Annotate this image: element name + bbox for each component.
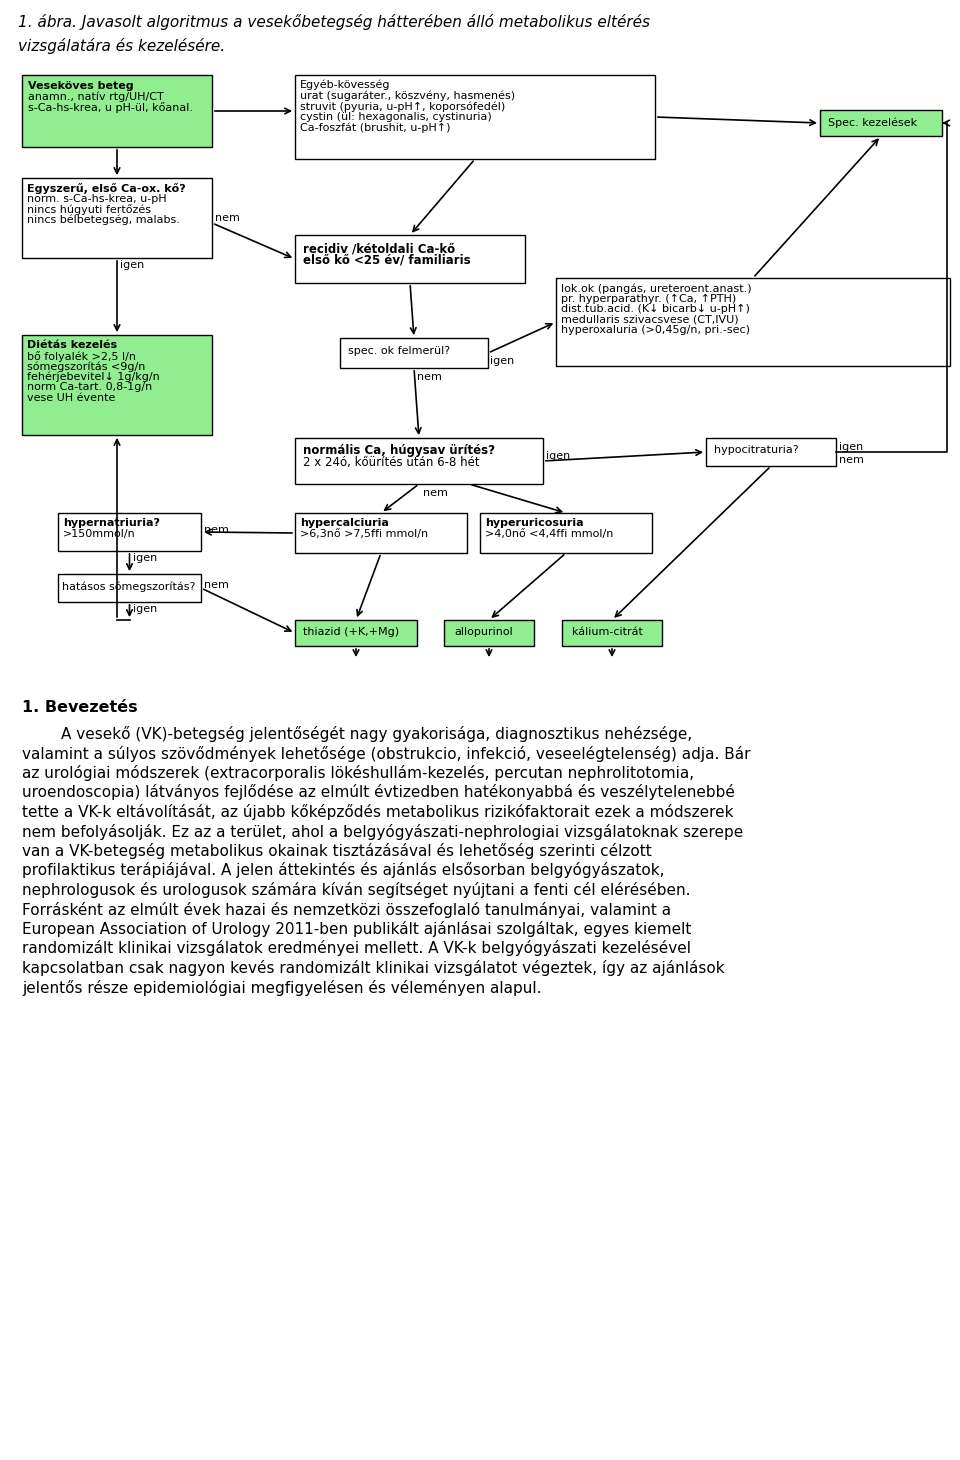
Text: lok.ok (pangás, ureteroent.anast.): lok.ok (pangás, ureteroent.anast.) — [561, 283, 752, 293]
Text: normális Ca, húgysav ürítés?: normális Ca, húgysav ürítés? — [303, 444, 495, 457]
FancyBboxPatch shape — [22, 178, 212, 258]
Text: igen: igen — [546, 451, 570, 461]
Text: norm. s-Ca-hs-krea, u-pH: norm. s-Ca-hs-krea, u-pH — [27, 194, 167, 203]
Text: A vesekő (VK)-betegség jelentőségét nagy gyakorisága, diagnosztikus nehézsége,: A vesekő (VK)-betegség jelentőségét nagy… — [22, 726, 692, 742]
Text: vizsgálatára és kezelésére.: vizsgálatára és kezelésére. — [18, 38, 226, 54]
Text: struvit (pyuria, u-pH↑, koporsófedél): struvit (pyuria, u-pH↑, koporsófedél) — [300, 101, 505, 111]
Text: urat (sugaráter., köszvény, hasmenés): urat (sugaráter., köszvény, hasmenés) — [300, 91, 516, 101]
Text: cystin (ül: hexagonalis, cystinuria): cystin (ül: hexagonalis, cystinuria) — [300, 111, 492, 121]
FancyBboxPatch shape — [562, 620, 662, 645]
Text: bő folyalék >2,5 l/n: bő folyalék >2,5 l/n — [27, 350, 136, 362]
Text: kálium-citrát: kálium-citrát — [572, 626, 643, 637]
Text: pr. hyperparathyr. (↑Ca, ↑PTH): pr. hyperparathyr. (↑Ca, ↑PTH) — [561, 293, 736, 304]
FancyBboxPatch shape — [480, 512, 652, 553]
FancyBboxPatch shape — [22, 74, 212, 147]
Text: uroendoscopia) látványos fejlődése az elmúlt évtizedben hatékonyabbá és veszélyt: uroendoscopia) látványos fejlődése az el… — [22, 784, 734, 800]
Text: Egyéb-kövesség: Egyéb-kövesség — [300, 80, 391, 91]
Text: első kő <25 év/ familiaris: első kő <25 év/ familiaris — [303, 254, 470, 267]
Text: hypercalciuria: hypercalciuria — [300, 518, 389, 529]
FancyBboxPatch shape — [340, 339, 488, 368]
Text: s-Ca-hs-krea, u pH-ül, kőanal.: s-Ca-hs-krea, u pH-ül, kőanal. — [28, 102, 193, 112]
Text: 2 x 24ó, kőürítés után 6-8 hét: 2 x 24ó, kőürítés után 6-8 hét — [303, 456, 480, 469]
Text: >150mmol/n: >150mmol/n — [63, 529, 135, 539]
Text: randomizált klinikai vizsgálatok eredményei mellett. A VK-k belgyógyászati kezel: randomizált klinikai vizsgálatok eredmén… — [22, 940, 691, 956]
FancyBboxPatch shape — [706, 438, 836, 466]
Text: nem: nem — [204, 580, 228, 590]
Text: tette a VK-k eltávolítását, az újabb kőképződés metabolikus rizikófaktorait ezek: tette a VK-k eltávolítását, az újabb kők… — [22, 804, 733, 821]
Text: dist.tub.acid. (K↓ bicarb↓ u-pH↑): dist.tub.acid. (K↓ bicarb↓ u-pH↑) — [561, 304, 750, 314]
Text: Spec. kezelések: Spec. kezelések — [828, 117, 917, 127]
Text: >4,0nő <4,4ffi mmol/n: >4,0nő <4,4ffi mmol/n — [485, 529, 613, 539]
Text: kapcsolatban csak nagyon kevés randomizált klinikai vizsgálatot végeztek, így az: kapcsolatban csak nagyon kevés randomizá… — [22, 961, 725, 975]
Text: 1. ábra. Javasolt algoritmus a vesekőbetegség hátterében álló metabolikus eltéré: 1. ábra. Javasolt algoritmus a vesekőbet… — [18, 15, 650, 31]
Text: hatásos sómegszorítás?: hatásos sómegszorítás? — [62, 581, 196, 591]
FancyBboxPatch shape — [58, 574, 201, 602]
FancyBboxPatch shape — [820, 110, 942, 136]
Text: igen: igen — [132, 604, 156, 615]
FancyBboxPatch shape — [22, 334, 212, 435]
Text: nem: nem — [204, 526, 228, 534]
Text: Veseköves beteg: Veseköves beteg — [28, 80, 133, 91]
FancyBboxPatch shape — [295, 512, 467, 553]
Text: profilaktikus terápiájával. A jelen áttekintés és ajánlás elsősorban belgyógyász: profilaktikus terápiájával. A jelen átte… — [22, 863, 664, 879]
Text: >6,3nő >7,5ffi mmol/n: >6,3nő >7,5ffi mmol/n — [300, 529, 428, 539]
Text: Egyszerű, első Ca-ox. kő?: Egyszerű, első Ca-ox. kő? — [27, 182, 185, 194]
Text: thiazid (+K,+Mg): thiazid (+K,+Mg) — [303, 626, 399, 637]
Text: nincs húgyuti fertőzés: nincs húgyuti fertőzés — [27, 204, 151, 215]
Text: igen: igen — [839, 442, 863, 453]
Text: allopurinol: allopurinol — [454, 626, 513, 637]
Text: Ca-foszfát (brushit, u-pH↑): Ca-foszfát (brushit, u-pH↑) — [300, 123, 450, 133]
Text: nephrologusok és urologusok számára kíván segítséget nyújtani a fenti cél elérés: nephrologusok és urologusok számára kívá… — [22, 882, 690, 898]
Text: jelentős része epidemiológiai megfigyelésen és véleményen alapul.: jelentős része epidemiológiai megfigyelé… — [22, 980, 541, 996]
Text: nem befolyásolják. Ez az a terület, ahol a belgyógyászati-nephrologiai vizsgálat: nem befolyásolják. Ez az a terület, ahol… — [22, 823, 743, 840]
Text: igen: igen — [120, 260, 144, 270]
Text: Forrásként az elmúlt évek hazai és nemzetközi összefoglaló tanulmányai, valamint: Forrásként az elmúlt évek hazai és nemze… — [22, 901, 671, 917]
Text: valamint a súlyos szövődmények lehetősége (obstrukcio, infekció, veseelégtelensé: valamint a súlyos szövődmények lehetőség… — [22, 746, 751, 762]
Text: anamn., natív rtg/UH/CT: anamn., natív rtg/UH/CT — [28, 92, 164, 102]
Text: nem: nem — [417, 372, 442, 383]
Text: igen: igen — [132, 553, 156, 564]
Text: European Association of Urology 2011-ben publikált ajánlásai szolgáltak, egyes k: European Association of Urology 2011-ben… — [22, 921, 691, 937]
FancyBboxPatch shape — [556, 277, 950, 366]
Text: sómegszorítás <9g/n: sómegszorítás <9g/n — [27, 361, 145, 372]
Text: recidiv /kétoldali Ca-kő: recidiv /kétoldali Ca-kő — [303, 242, 455, 255]
Text: 1. Bevezetés: 1. Bevezetés — [22, 699, 137, 715]
FancyBboxPatch shape — [444, 620, 534, 645]
Text: Diétás kezelés: Diétás kezelés — [27, 340, 117, 350]
Text: az urológiai módszerek (extracorporalis lökéshullám-kezelés, percutan nephrolito: az urológiai módszerek (extracorporalis … — [22, 765, 694, 781]
Text: hyperuricosuria: hyperuricosuria — [485, 518, 584, 529]
Text: hypocitraturia?: hypocitraturia? — [714, 445, 799, 456]
Text: vese UH évente: vese UH évente — [27, 393, 115, 403]
FancyBboxPatch shape — [295, 74, 655, 159]
Text: hypernatriuria?: hypernatriuria? — [63, 518, 160, 529]
Text: hyperoxaluria (>0,45g/n, pri.-sec): hyperoxaluria (>0,45g/n, pri.-sec) — [561, 326, 750, 336]
Text: nem: nem — [839, 456, 864, 464]
Text: norm Ca-tart. 0,8-1g/n: norm Ca-tart. 0,8-1g/n — [27, 383, 153, 393]
FancyBboxPatch shape — [295, 620, 417, 645]
Text: van a VK-betegség metabolikus okainak tisztázásával és lehetőség szerinti célzot: van a VK-betegség metabolikus okainak ti… — [22, 842, 652, 858]
FancyBboxPatch shape — [295, 235, 525, 283]
Text: medullaris szivacsvese (CT,IVU): medullaris szivacsvese (CT,IVU) — [561, 315, 738, 324]
Text: nem: nem — [215, 213, 240, 223]
FancyBboxPatch shape — [295, 438, 543, 485]
Text: spec. ok felmerül?: spec. ok felmerül? — [348, 346, 450, 356]
Text: nem: nem — [423, 488, 448, 498]
Text: fehérjebevitel↓ 1g/kg/n: fehérjebevitel↓ 1g/kg/n — [27, 372, 159, 383]
FancyBboxPatch shape — [58, 512, 201, 550]
Text: igen: igen — [490, 356, 515, 366]
Text: nincs bélbetegség, malabs.: nincs bélbetegség, malabs. — [27, 215, 180, 225]
